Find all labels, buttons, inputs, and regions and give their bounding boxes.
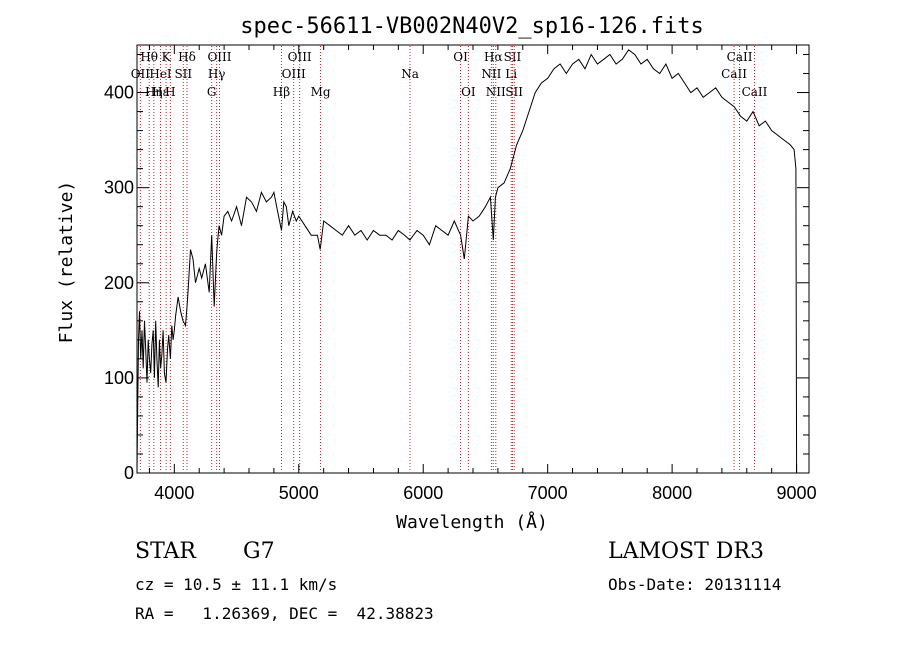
redshift-text: cz = 10.5 ± 11.1 km/s bbox=[135, 575, 338, 594]
object-class: STAR bbox=[135, 539, 196, 564]
spectral-line-label: Hδ bbox=[178, 50, 196, 64]
spectral-line-label: CaII bbox=[721, 67, 747, 81]
y-tick-label: 0 bbox=[124, 463, 134, 483]
spectral-line-label: G bbox=[207, 85, 217, 99]
spectral-line-label: OIII bbox=[207, 50, 231, 64]
spectral-line-label: Hα bbox=[484, 50, 503, 64]
x-tick-label: 4000 bbox=[154, 483, 194, 503]
spectral-line-label: H bbox=[165, 85, 175, 99]
spectral-line-label: CaII bbox=[727, 50, 753, 64]
spectral-line-label: Na bbox=[401, 67, 419, 81]
spectral-line-label: SII bbox=[505, 85, 523, 99]
spectral-line-label: OI bbox=[461, 85, 476, 99]
y-tick-label: 400 bbox=[104, 83, 134, 103]
spectrum-line bbox=[136, 49, 798, 474]
x-tick-label: 5000 bbox=[279, 483, 319, 503]
line-marker-layer: OIIHθHηHeIHεKHSIIHδGHγOIIIHβOIIIOIIIMgNa… bbox=[131, 46, 768, 472]
y-axis-label: Flux (relative) bbox=[56, 181, 77, 344]
spectral-line-label: OIII bbox=[288, 50, 312, 64]
coordinates-text: RA = 1.26369, DEC = 42.38823 bbox=[135, 604, 434, 623]
y-tick-label: 100 bbox=[104, 368, 134, 388]
spectral-line-label: Li bbox=[505, 67, 517, 81]
spectral-line-label: NII bbox=[481, 67, 501, 81]
spectral-line-label: OI bbox=[453, 50, 468, 64]
y-tick-label: 300 bbox=[104, 178, 134, 198]
spectral-line-label: Hγ bbox=[208, 67, 226, 81]
obs-date-text: Obs-Date: 20131114 bbox=[608, 575, 782, 594]
chart-title: spec-56611-VB002N40V2_sp16-126.fits bbox=[240, 14, 704, 39]
x-tick-label: 7000 bbox=[528, 483, 568, 503]
plot-frame bbox=[136, 44, 810, 474]
spectral-line-label: Hη bbox=[145, 85, 163, 99]
spectral-line-label: Mg bbox=[311, 85, 331, 99]
spectral-line-label: K bbox=[162, 50, 172, 64]
spectral-line-label: NII bbox=[486, 85, 506, 99]
spectral-line-label: CaII bbox=[742, 85, 768, 99]
spectral-subclass: G7 bbox=[243, 539, 275, 564]
spectral-line-label: Hθ bbox=[140, 50, 158, 64]
spectral-line-label: Hβ bbox=[273, 85, 290, 99]
y-tick-label: 200 bbox=[104, 273, 134, 293]
spectral-line-label: OIII bbox=[282, 67, 306, 81]
spectral-line-label: SII bbox=[174, 67, 192, 81]
spectral-line-label: SII bbox=[504, 50, 522, 64]
survey-name: LAMOST DR3 bbox=[608, 539, 764, 564]
x-tick-label: 6000 bbox=[403, 483, 443, 503]
x-tick-label: 9000 bbox=[777, 483, 817, 503]
spectral-line-label: Hε bbox=[152, 85, 169, 99]
axis-tick-layer: 4000 5000 6000 7000 8000 9000 0 100 200 300 400 bbox=[104, 45, 817, 503]
x-tick-label: 8000 bbox=[652, 483, 692, 503]
x-axis-label: Wavelength (Å) bbox=[396, 511, 548, 533]
